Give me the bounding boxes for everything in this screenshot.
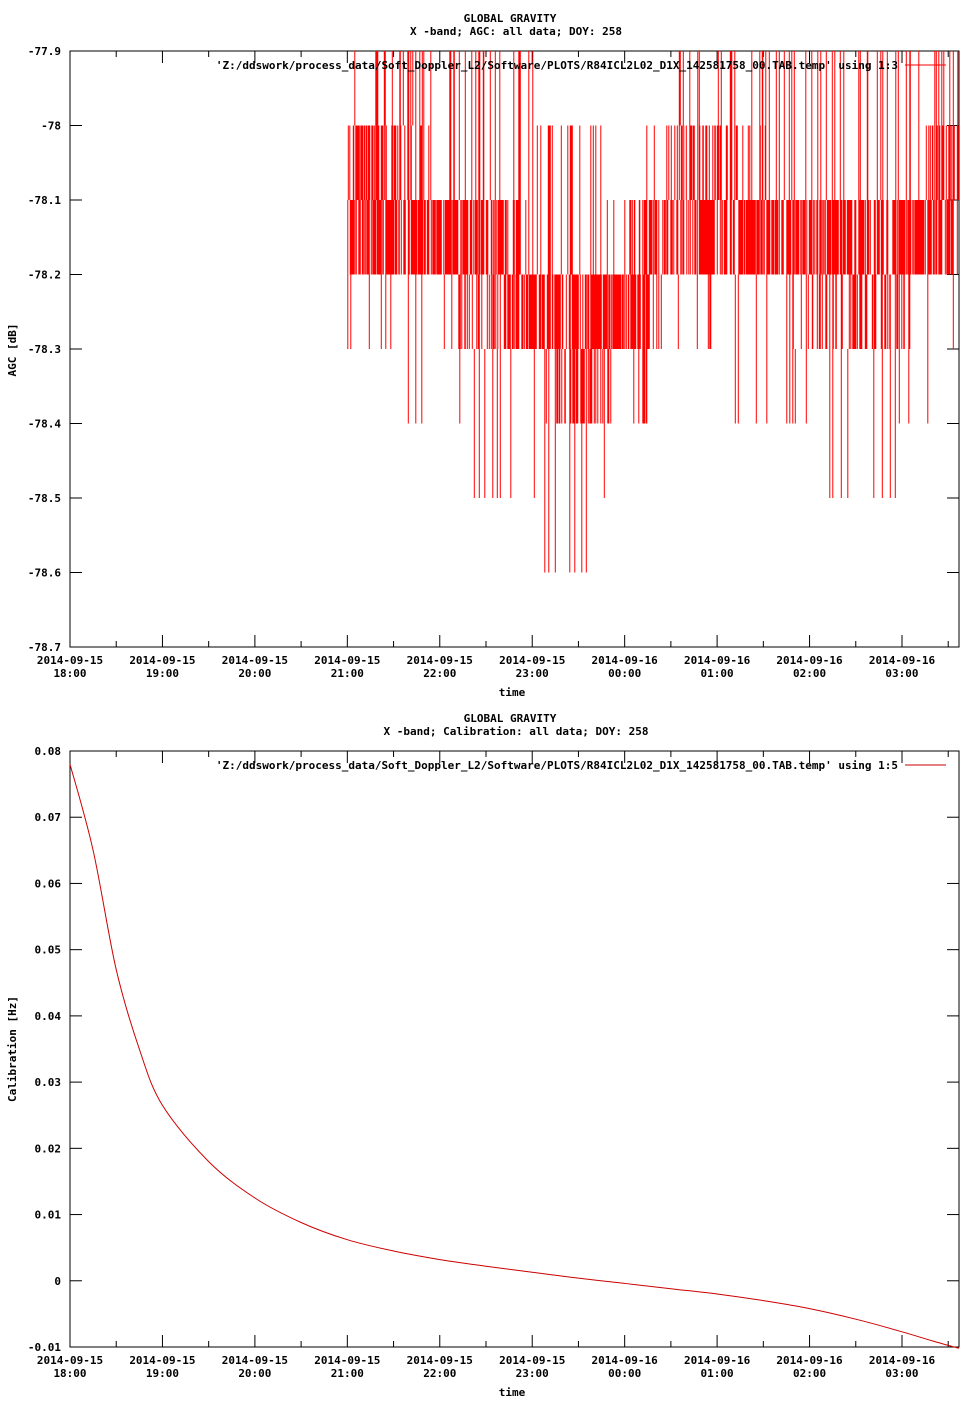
x-tick-time: 00:00: [608, 1367, 641, 1380]
legend: 'Z:/ddswork/process_data/Soft_Doppler_L2…: [216, 759, 946, 772]
y-tick-label: -0.01: [28, 1341, 61, 1354]
agc-trace: [347, 51, 959, 573]
x-tick-date: 2014-09-15: [222, 654, 288, 667]
x-tick-time: 02:00: [793, 667, 826, 680]
x-tick-time: 23:00: [516, 1367, 549, 1380]
x-tick-date: 2014-09-16: [592, 1354, 659, 1367]
x-tick-time: 21:00: [331, 667, 364, 680]
y-tick-label: -77.9: [28, 45, 61, 58]
chart-subtitle: X -band; Calibration: all data; DOY: 258: [384, 725, 649, 738]
x-axis: 2014-09-1518:002014-09-1519:002014-09-15…: [37, 51, 949, 680]
y-tick-label: -78.4: [28, 418, 61, 431]
y-tick-label: 0.03: [35, 1076, 62, 1089]
x-tick-time: 01:00: [701, 1367, 734, 1380]
chart-title: GLOBAL GRAVITY: [464, 12, 557, 25]
plot-frame: [69, 750, 960, 1348]
y-tick-label: 0.02: [35, 1142, 62, 1155]
y-tick-label: 0.04: [35, 1010, 62, 1023]
legend-label: 'Z:/ddswork/process_data/Soft_Doppler_L2…: [216, 759, 898, 772]
x-tick-time: 18:00: [53, 667, 86, 680]
y-tick-label: 0.08: [35, 745, 62, 758]
x-tick-date: 2014-09-16: [592, 654, 659, 667]
y-axis-label: AGC [dB]: [6, 324, 19, 377]
x-tick-time: 19:00: [146, 667, 179, 680]
y-tick-label: -78.5: [28, 492, 61, 505]
x-tick-time: 22:00: [423, 667, 456, 680]
x-tick-time: 03:00: [885, 667, 918, 680]
x-tick-time: 03:00: [885, 1367, 918, 1380]
calibration-line: [69, 764, 960, 1349]
x-axis: 2014-09-1518:002014-09-1519:002014-09-15…: [37, 751, 949, 1380]
y-tick-label: -78.2: [28, 269, 61, 282]
x-tick-date: 2014-09-15: [499, 1354, 565, 1367]
y-tick-label: -78.7: [28, 641, 61, 654]
x-tick-date: 2014-09-15: [222, 1354, 288, 1367]
y-axis: -77.9 -78 -78.1 -78.2 -78.3 -78.4 -78.5 -78.6 -7…: [28, 45, 959, 654]
x-tick-date: 2014-09-15: [499, 654, 565, 667]
y-tick-label: 0.06: [35, 877, 62, 890]
series-agc: [347, 51, 959, 573]
y-tick-label: 0: [54, 1275, 61, 1288]
chart-subtitle: X -band; AGC: all data; DOY: 258: [410, 25, 622, 38]
x-tick-date: 2014-09-16: [869, 1354, 936, 1367]
x-tick-date: 2014-09-16: [869, 654, 936, 667]
series-calibration: [69, 764, 960, 1349]
y-tick-label: 0.07: [35, 811, 62, 824]
x-tick-date: 2014-09-15: [407, 654, 473, 667]
x-tick-time: 02:00: [793, 1367, 826, 1380]
x-tick-date: 2014-09-15: [314, 1354, 380, 1367]
x-tick-date: 2014-09-15: [37, 654, 103, 667]
y-tick-label: -78.1: [28, 194, 61, 207]
y-tick-label: -78: [41, 120, 61, 133]
x-tick-time: 19:00: [146, 1367, 179, 1380]
y-axis: 0.08 0.07 0.06 0.05 0.04 0.03 0.02 0.01 0 -0.01: [28, 745, 959, 1354]
chart-title: GLOBAL GRAVITY: [464, 712, 557, 725]
x-tick-date: 2014-09-15: [37, 1354, 103, 1367]
y-tick-label: -78.6: [28, 567, 61, 580]
x-tick-time: 22:00: [423, 1367, 456, 1380]
x-tick-date: 2014-09-16: [684, 1354, 751, 1367]
x-tick-time: 23:00: [516, 667, 549, 680]
x-tick-time: 01:00: [701, 667, 734, 680]
x-tick-time: 21:00: [331, 1367, 364, 1380]
x-tick-time: 00:00: [608, 667, 641, 680]
y-tick-label: 0.01: [35, 1209, 62, 1222]
agc-chart: GLOBAL GRAVITY X -band; AGC: all data; D…: [6, 12, 960, 699]
legend-label: 'Z:/ddswork/process_data/Soft_Doppler_L2…: [216, 59, 898, 72]
x-tick-time: 18:00: [53, 1367, 86, 1380]
x-tick-date: 2014-09-15: [314, 654, 380, 667]
legend: 'Z:/ddswork/process_data/Soft_Doppler_L2…: [216, 59, 946, 72]
x-tick-date: 2014-09-16: [776, 654, 843, 667]
x-tick-date: 2014-09-15: [129, 654, 195, 667]
x-tick-time: 20:00: [238, 1367, 271, 1380]
x-tick-date: 2014-09-16: [684, 654, 751, 667]
x-axis-label: time: [499, 1386, 526, 1399]
x-axis-label: time: [499, 686, 526, 699]
x-tick-date: 2014-09-16: [776, 1354, 843, 1367]
x-tick-time: 20:00: [238, 667, 271, 680]
x-tick-date: 2014-09-15: [129, 1354, 195, 1367]
y-tick-label: 0.05: [35, 944, 62, 957]
y-axis-label: Calibration [Hz]: [6, 996, 19, 1102]
x-tick-date: 2014-09-15: [407, 1354, 473, 1367]
calibration-chart: GLOBAL GRAVITY X -band; Calibration: all…: [6, 712, 960, 1399]
y-tick-label: -78.3: [28, 343, 61, 356]
